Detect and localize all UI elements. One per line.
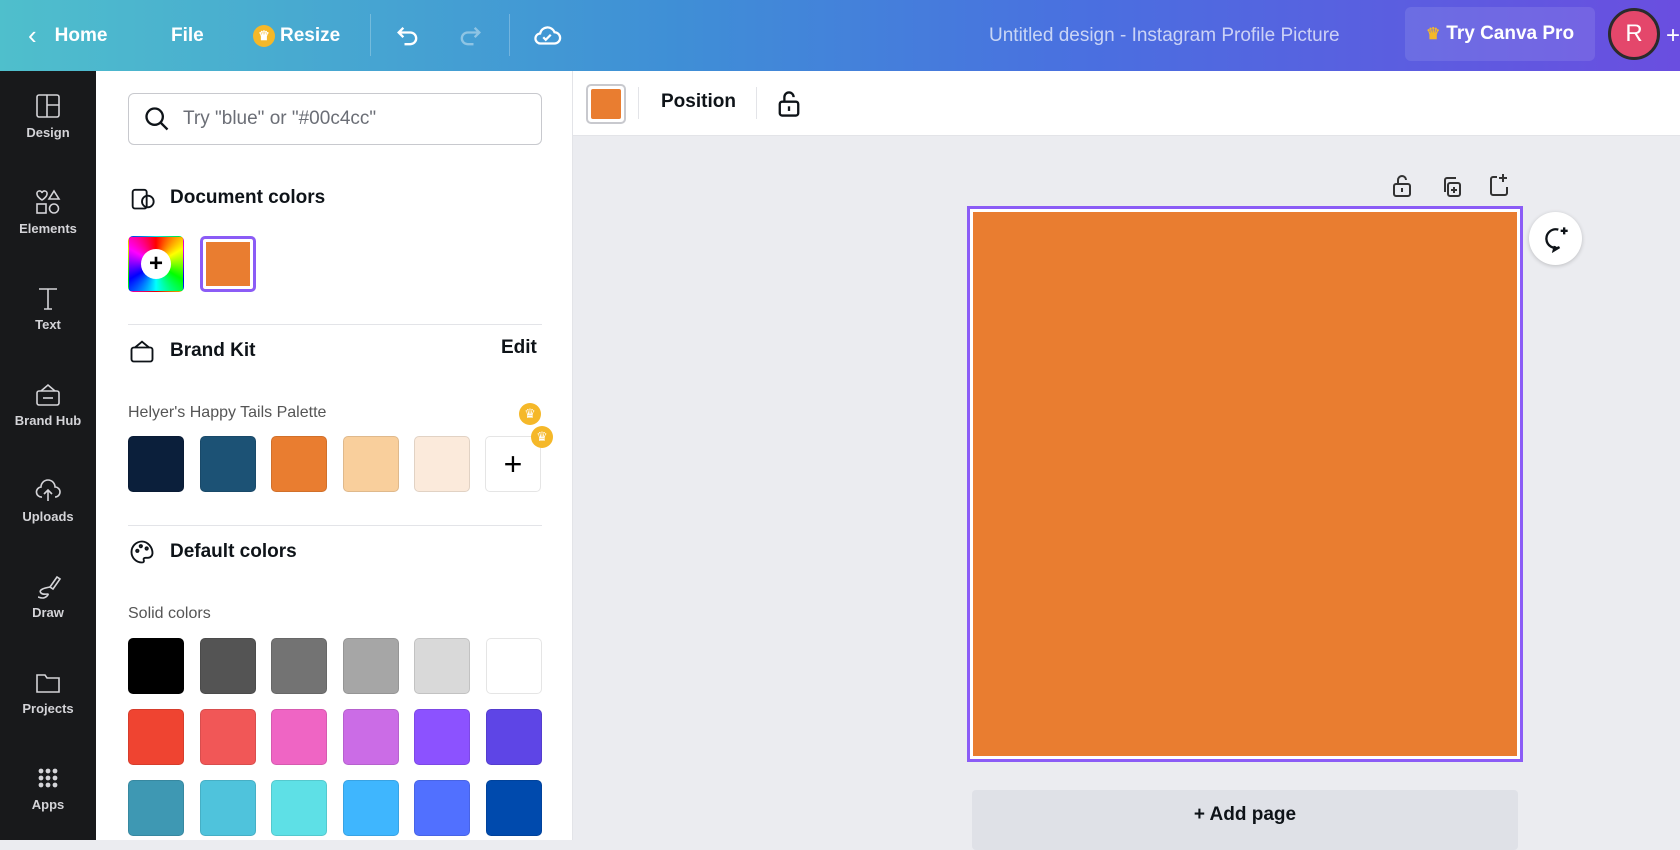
design-page[interactable] [967, 206, 1523, 762]
cloud-check-icon [534, 25, 562, 45]
palette-doc-icon [131, 188, 155, 210]
background-fill[interactable] [973, 212, 1517, 756]
color-search-input[interactable]: Try "blue" or "#00c4cc" [128, 93, 542, 145]
design-title[interactable]: Untitled design - Instagram Profile Pict… [989, 24, 1340, 46]
rail-item-text[interactable]: Text [0, 283, 96, 353]
chevron-left-icon: ‹ [28, 20, 37, 50]
rail-label: Uploads [22, 509, 74, 524]
default-color-swatch[interactable] [414, 709, 471, 765]
apps-grid-icon [38, 768, 58, 788]
add-collaborator-button[interactable]: + [1666, 21, 1680, 49]
rail-item-design[interactable]: Design [0, 91, 96, 161]
default-color-swatch[interactable] [486, 780, 542, 836]
rail-item-brand-hub[interactable]: Brand Hub [0, 379, 96, 449]
undo-icon [397, 26, 418, 45]
rail-label: Projects [22, 701, 74, 716]
default-color-swatch[interactable] [414, 638, 471, 694]
upload-cloud-icon [35, 479, 61, 501]
default-color-swatch[interactable] [199, 638, 256, 694]
plus-icon: + [141, 249, 171, 279]
default-color-swatch[interactable] [486, 709, 542, 765]
brand-icon [36, 383, 60, 406]
fill-color-button[interactable] [586, 84, 626, 124]
crown-icon: ♛ [253, 24, 275, 47]
add-page-icon[interactable] [1487, 172, 1511, 198]
rail-item-elements[interactable]: Elements [0, 187, 96, 257]
comment-plus-icon [1544, 226, 1568, 253]
palette-icon [130, 540, 154, 564]
default-color-swatch[interactable] [486, 638, 542, 694]
default-color-swatch[interactable] [128, 709, 184, 765]
rail-item-uploads[interactable]: Uploads [0, 475, 96, 545]
brand-kit-icon [130, 340, 154, 363]
resize-button[interactable]: ♛ Resize [253, 0, 340, 71]
brand-color-swatch[interactable] [342, 436, 399, 492]
undo-button[interactable] [394, 0, 422, 71]
crown-icon: ♛ [531, 426, 553, 448]
save-status-button[interactable] [532, 0, 562, 71]
avatar[interactable]: R [1608, 8, 1660, 60]
brand-color-swatch[interactable] [271, 436, 328, 492]
brand-color-swatch[interactable] [199, 436, 256, 492]
redo-button[interactable] [456, 0, 484, 71]
try-pro-button[interactable]: ♛ Try Canva Pro [1405, 7, 1595, 61]
rail-label: Text [35, 317, 61, 332]
color-panel: Try "blue" or "#00c4cc" Document colors … [96, 71, 573, 840]
search-icon [145, 107, 169, 131]
brand-color-swatch[interactable] [414, 436, 471, 492]
default-color-swatch[interactable] [128, 638, 184, 694]
side-rail: Design Elements Text Brand Hub Uploads Draw Pr… [0, 71, 96, 840]
rail-item-draw[interactable]: Draw [0, 571, 96, 641]
default-colors-heading: Default colors [128, 538, 297, 566]
unlock-page-icon[interactable] [1390, 173, 1414, 199]
duplicate-page-icon[interactable] [1440, 175, 1464, 199]
default-color-swatch[interactable] [199, 709, 256, 765]
solid-colors-label: Solid colors [128, 605, 211, 622]
brand-kit-heading: Brand Kit [128, 337, 256, 365]
redo-icon [460, 26, 481, 45]
rail-label: Design [26, 125, 70, 140]
default-color-swatch[interactable] [342, 709, 399, 765]
add-page-button[interactable]: + Add page [972, 790, 1518, 850]
default-color-swatch[interactable] [271, 638, 328, 694]
add-color-button[interactable]: + [128, 236, 184, 292]
default-color-swatch[interactable] [342, 638, 399, 694]
layout-icon [36, 94, 60, 118]
crown-icon: ♛ [519, 403, 541, 425]
brand-color-swatch[interactable] [128, 436, 184, 492]
shapes-icon [36, 189, 61, 214]
context-toolbar: Position [573, 71, 1680, 136]
lock-icon[interactable] [775, 89, 803, 119]
default-color-swatch[interactable] [271, 780, 328, 836]
rail-label: Elements [19, 221, 77, 236]
default-color-swatch[interactable] [199, 780, 256, 836]
pen-icon [37, 575, 62, 599]
crown-icon: ♛ [1425, 26, 1441, 43]
rail-label: Apps [31, 797, 65, 812]
palette-name: Helyer's Happy Tails Palette [128, 404, 327, 421]
default-color-swatch[interactable] [414, 780, 471, 836]
folder-icon [36, 674, 60, 693]
home-button[interactable]: ‹ Home [28, 20, 108, 50]
default-color-swatch[interactable] [342, 780, 399, 836]
position-button[interactable]: Position [661, 91, 736, 112]
default-color-swatch[interactable] [128, 780, 184, 836]
document-color-swatch[interactable] [199, 236, 256, 292]
file-menu[interactable]: File [171, 24, 204, 46]
rail-item-projects[interactable]: Projects [0, 667, 96, 737]
add-comment-button[interactable] [1529, 212, 1582, 265]
rail-label: Brand Hub [14, 413, 82, 428]
document-colors-heading: Document colors [128, 184, 325, 212]
rail-label: Draw [32, 605, 64, 620]
brand-kit-edit-button[interactable]: Edit [501, 337, 537, 358]
top-bar: ‹ Home File ♛ Resize Untitled design - Ins… [0, 0, 1680, 71]
text-icon [39, 288, 57, 310]
rail-item-apps[interactable]: Apps [0, 763, 96, 833]
default-color-swatch[interactable] [271, 709, 328, 765]
add-brand-color-button[interactable]: + [485, 436, 541, 492]
